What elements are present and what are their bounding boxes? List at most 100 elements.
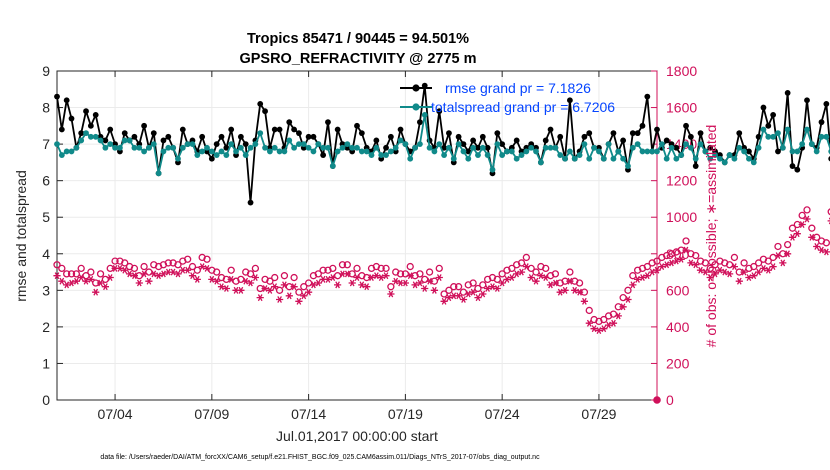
possible-obs-marker bbox=[653, 257, 661, 265]
rmse-marker bbox=[697, 130, 704, 137]
totalspread-marker bbox=[475, 152, 481, 158]
totalspread-marker bbox=[552, 144, 559, 151]
rmse-marker bbox=[470, 137, 477, 144]
right-tick-label: 1600 bbox=[666, 100, 697, 116]
rmse-marker bbox=[63, 97, 70, 104]
assimilated-obs-marker bbox=[774, 252, 782, 260]
possible-obs-marker bbox=[271, 273, 279, 282]
rmse-marker bbox=[581, 133, 588, 140]
assimilated-obs-marker bbox=[726, 270, 734, 278]
totalspread-marker bbox=[504, 148, 510, 155]
possible-obs-marker bbox=[140, 262, 148, 271]
totalspread-marker bbox=[470, 144, 477, 151]
possible-obs-marker bbox=[174, 261, 182, 269]
rmse-marker bbox=[247, 199, 254, 206]
rmse-marker bbox=[102, 137, 109, 144]
axis-ticks: 07/04 07/09 07/14 07/19 07/24 07/29 0 1 2 3 4 5 6 7 8 9… bbox=[42, 63, 697, 422]
possible-obs-marker bbox=[304, 279, 313, 287]
possible-obs-marker bbox=[469, 279, 477, 287]
possible-obs-marker bbox=[421, 275, 429, 284]
totalspread-marker bbox=[596, 148, 602, 155]
rmse-marker bbox=[131, 133, 138, 140]
rmse-marker bbox=[68, 115, 75, 122]
possible-obs-marker bbox=[338, 261, 347, 269]
rmse-marker bbox=[823, 101, 830, 107]
left-tick-label: 4 bbox=[42, 246, 50, 262]
possible-obs-marker bbox=[377, 264, 385, 273]
totalspread-marker bbox=[146, 144, 152, 151]
totalspread-marker bbox=[789, 148, 796, 155]
totalspread-marker bbox=[310, 148, 317, 155]
assimilated-obs-marker bbox=[624, 296, 632, 303]
totalspread-marker bbox=[291, 144, 297, 151]
assimilated-obs-marker bbox=[576, 288, 584, 296]
totalspread-marker bbox=[136, 144, 143, 151]
totalspread-marker bbox=[184, 141, 191, 148]
possible-obs-marker bbox=[624, 286, 632, 294]
possible-obs-marker bbox=[730, 253, 739, 262]
totalspread-marker bbox=[557, 152, 564, 158]
assimilated-obs-marker bbox=[600, 325, 608, 333]
totalspread-marker bbox=[121, 137, 128, 144]
assimilated-obs-marker bbox=[634, 275, 642, 283]
possible-obs-marker bbox=[227, 266, 235, 274]
totalspread-marker bbox=[247, 144, 254, 151]
totalspread-marker bbox=[494, 141, 501, 148]
right-tick-label: 0 bbox=[666, 392, 674, 408]
possible-obs-marker bbox=[193, 266, 201, 274]
assimilated-obs-marker bbox=[208, 275, 216, 283]
assimilated-obs-marker bbox=[808, 233, 816, 241]
possible-obs-marker bbox=[643, 262, 651, 271]
totalspread-marker bbox=[813, 148, 820, 155]
totalspread-marker bbox=[455, 141, 462, 148]
possible-obs-marker bbox=[329, 264, 337, 273]
assimilated-obs-marker bbox=[387, 290, 395, 298]
assimilated-obs-marker bbox=[367, 274, 376, 282]
x-axis-label: Jul.01,2017 00:00:00 start bbox=[276, 428, 438, 444]
possible-obs-marker bbox=[58, 264, 66, 273]
x-tick-label: 07/29 bbox=[581, 406, 616, 422]
assimilated-obs-marker bbox=[682, 246, 690, 254]
assimilated-obs-marker bbox=[401, 279, 409, 287]
totalspread-marker bbox=[189, 141, 196, 148]
assimilated-obs-marker bbox=[130, 272, 138, 280]
totalspread-marker bbox=[155, 170, 162, 177]
rmse-marker bbox=[755, 133, 762, 140]
possible-obs-marker bbox=[266, 277, 274, 285]
rmse-marker bbox=[107, 126, 114, 133]
assimilated-obs-marker bbox=[329, 274, 337, 282]
assimilated-obs-marker bbox=[793, 230, 801, 238]
possible-obs-marker bbox=[203, 255, 211, 263]
totalspread-marker bbox=[663, 155, 670, 162]
possible-obs-marker bbox=[827, 208, 830, 216]
rmse-marker bbox=[775, 148, 781, 155]
possible-obs-marker bbox=[67, 270, 76, 278]
rmse-marker bbox=[460, 141, 467, 148]
possible-obs-marker bbox=[774, 242, 782, 251]
totalspread-marker bbox=[484, 152, 491, 158]
possible-obs-marker bbox=[82, 272, 90, 280]
possible-obs-marker bbox=[77, 264, 85, 273]
assimilated-obs-marker bbox=[314, 279, 322, 287]
rmse-marker bbox=[228, 126, 235, 133]
left-tick-label: 1 bbox=[42, 355, 50, 371]
totalspread-marker bbox=[712, 152, 718, 158]
possible-obs-marker bbox=[237, 275, 245, 284]
rmse-marker bbox=[765, 122, 772, 129]
right-tick-label: 1200 bbox=[666, 173, 697, 189]
totalspread-marker bbox=[629, 144, 636, 151]
possible-obs-marker bbox=[585, 306, 593, 315]
assimilated-obs-marker bbox=[605, 321, 613, 329]
rmse-marker bbox=[262, 108, 268, 115]
assimilated-obs-marker bbox=[67, 279, 76, 287]
totalspread-marker bbox=[523, 148, 530, 155]
rmse-marker bbox=[387, 133, 394, 140]
totalspread-marker bbox=[271, 144, 278, 151]
totalspread-marker bbox=[126, 137, 133, 144]
assimilated-obs-marker bbox=[348, 279, 356, 287]
rmse-marker bbox=[499, 141, 506, 148]
possible-obs-marker bbox=[300, 283, 308, 291]
rmse-marker bbox=[513, 137, 520, 144]
rmse-marker bbox=[770, 111, 777, 118]
totalspread-marker bbox=[358, 148, 365, 155]
